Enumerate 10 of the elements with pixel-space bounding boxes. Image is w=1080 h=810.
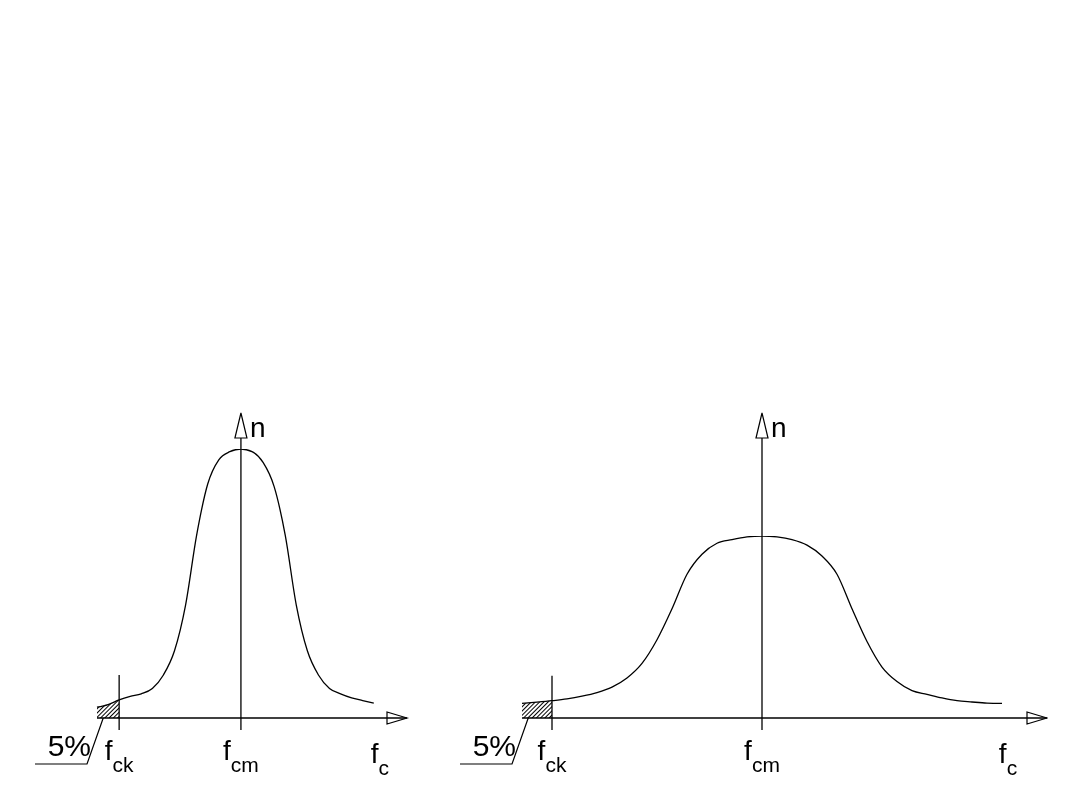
x-tick-label: f$_{cm}$ (223, 735, 259, 776)
x-tick-label: f$_{cm}$ (744, 735, 780, 776)
text: 5% (47, 729, 91, 762)
x-axis-title: f$_{c}$ (370, 738, 389, 779)
y-axis-title: n (249, 412, 266, 443)
x-tick-label: f$_{ck}$ (537, 735, 567, 776)
text: 5% (472, 729, 516, 762)
x-tick-label: f$_{ck}$ (104, 735, 135, 776)
x-axis-title: f$_{c}$ (998, 738, 1018, 779)
y-axis-title: n (771, 412, 787, 443)
